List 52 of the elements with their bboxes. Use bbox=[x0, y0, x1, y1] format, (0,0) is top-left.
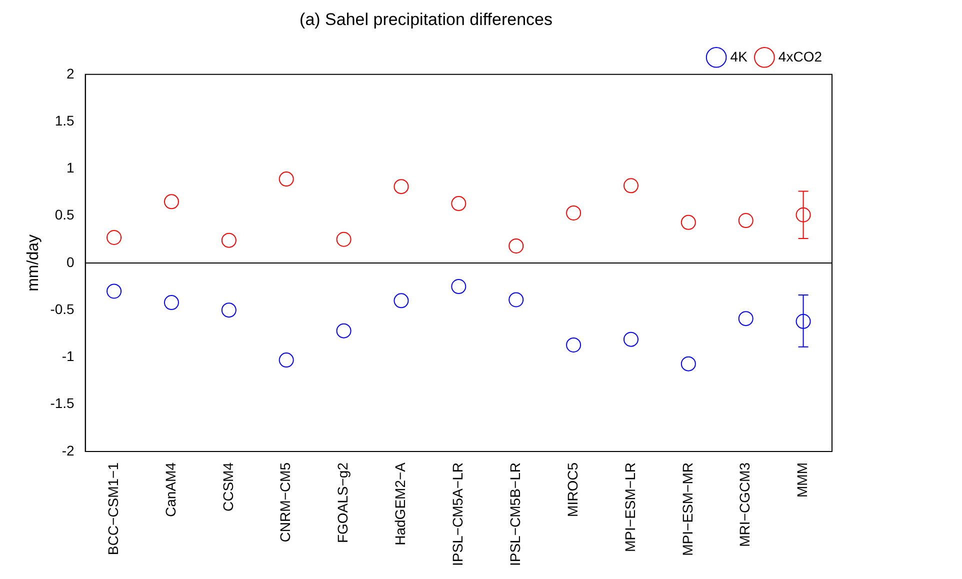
point bbox=[336, 232, 352, 247]
y-tick-label: -1.5 bbox=[50, 395, 75, 412]
point bbox=[278, 172, 294, 187]
y-tick-label: -2 bbox=[62, 442, 75, 458]
point bbox=[566, 337, 582, 352]
point bbox=[106, 230, 122, 245]
point bbox=[680, 214, 696, 230]
point bbox=[738, 311, 754, 326]
point bbox=[623, 332, 638, 347]
x-tick-label: BCC−CSM1−1 bbox=[104, 462, 121, 556]
point bbox=[394, 179, 409, 194]
x-tick-label: MPI−ESM−MR bbox=[679, 462, 696, 556]
x-tick-label: CNRM−CM5 bbox=[277, 462, 294, 542]
point bbox=[221, 302, 236, 318]
point bbox=[106, 284, 122, 299]
x-tick-label: IPSL−CM5B−LR bbox=[506, 462, 523, 566]
point bbox=[394, 293, 409, 308]
x-tick-label: CanAM4 bbox=[162, 462, 178, 517]
point bbox=[336, 323, 352, 338]
x-tick-label: MMM bbox=[794, 462, 810, 498]
y-tick-label: 1 bbox=[66, 160, 75, 176]
point bbox=[623, 178, 638, 194]
y-tick-label: 1.5 bbox=[54, 112, 75, 128]
point bbox=[566, 205, 582, 220]
point bbox=[680, 356, 696, 372]
x-tick-label: CCSM4 bbox=[220, 462, 236, 512]
x-tick-label: MRI−CGCM3 bbox=[736, 462, 753, 547]
x-tick-label: FGOALS−g2 bbox=[334, 462, 351, 544]
point bbox=[738, 213, 754, 228]
y-axis-title: mm/day bbox=[25, 234, 42, 292]
point bbox=[451, 196, 466, 212]
x-tick-label: MIROC5 bbox=[564, 462, 580, 517]
point bbox=[796, 314, 811, 329]
y-tick-label: -0.5 bbox=[50, 300, 75, 317]
y-tick-label: -1 bbox=[62, 348, 75, 364]
point bbox=[508, 238, 524, 254]
y-tick-label: 0.5 bbox=[54, 206, 75, 223]
point bbox=[278, 352, 294, 368]
point bbox=[164, 194, 179, 210]
point bbox=[221, 232, 236, 248]
y-tick-label: 0 bbox=[66, 254, 75, 270]
legend-label: 4xCO2 bbox=[778, 48, 822, 64]
x-tick-label: MPI−ESM−LR bbox=[622, 462, 638, 552]
point bbox=[164, 295, 179, 310]
legend-label: 4K bbox=[730, 48, 748, 64]
x-tick-label: IPSL−CM5A−LR bbox=[450, 462, 466, 566]
point bbox=[796, 207, 811, 222]
point bbox=[508, 292, 524, 308]
point bbox=[451, 279, 466, 294]
chart-title: (a) Sahel precipitation differences bbox=[300, 10, 552, 29]
y-tick-label: 2 bbox=[66, 65, 75, 82]
x-tick-label: HadGEM2−A bbox=[392, 462, 408, 546]
